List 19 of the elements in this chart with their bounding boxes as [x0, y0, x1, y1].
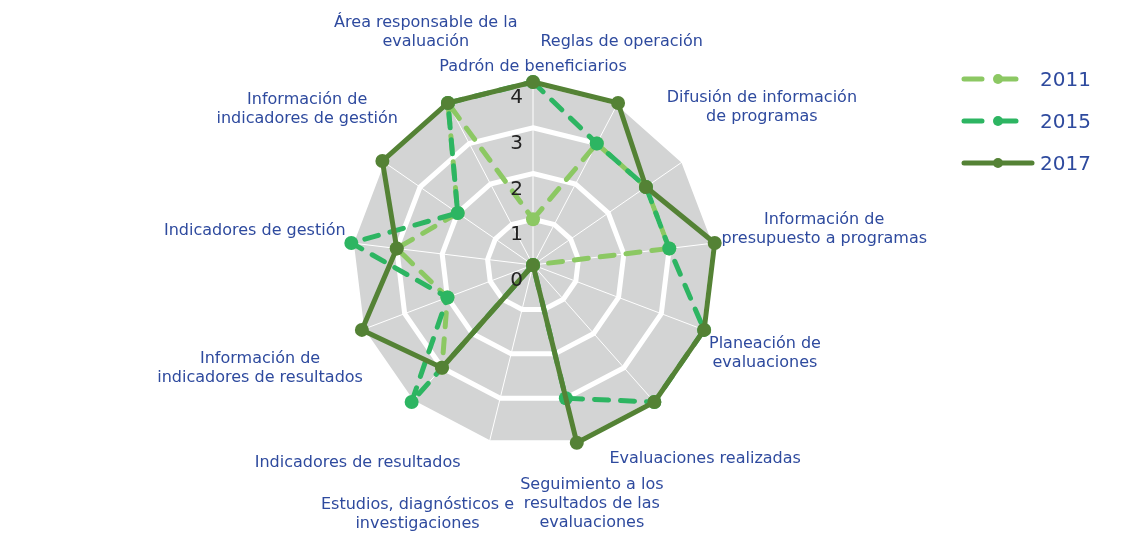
spoke-label: Área responsable de la evaluación	[334, 11, 518, 50]
spoke-label: Estudios, diagnósticos e investigaciones	[320, 494, 515, 533]
spoke-label: Indicadores de gestión	[163, 220, 346, 240]
legend-label: 2015	[1040, 109, 1091, 133]
spoke-label: Seguimiento a los resultados de las evaluaciones	[520, 473, 664, 531]
y-tick-label: 3	[510, 129, 523, 154]
spoke-label: Planeación de evaluaciones	[708, 332, 821, 371]
spoke-label: Difusión de información de programas	[666, 86, 858, 125]
spoke-label: Padrón de beneficiarios	[439, 55, 627, 75]
spoke-label: Información de indicadores de gestión	[216, 88, 398, 127]
spoke-label: Reglas de operación	[540, 31, 703, 51]
spoke-label: Información de presupuesto a programas	[721, 209, 928, 248]
y-tick-label: 4	[510, 84, 523, 109]
spoke-label: Información de indicadores de resultados	[157, 348, 363, 387]
legend-label: 2011	[1040, 67, 1091, 91]
spoke-label: Indicadores de resultados	[254, 452, 461, 472]
legend-label: 2017	[1040, 151, 1091, 175]
y-tick-label: 1	[510, 221, 523, 246]
spoke-label: Evaluaciones realizadas	[609, 448, 801, 468]
